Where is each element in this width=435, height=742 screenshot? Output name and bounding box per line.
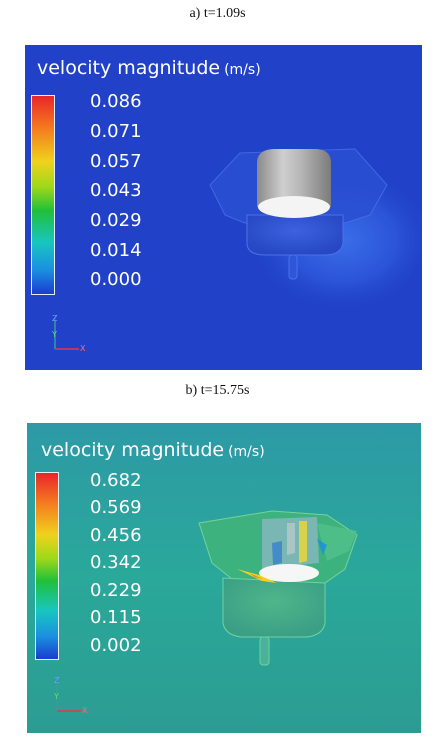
colorbar-title: velocity magnitude (m/s) [37, 57, 261, 79]
caption-b: b) t=15.75s [185, 383, 250, 398]
colorbar-title-text: velocity magnitude [41, 439, 225, 461]
colorbar-tick: 0.456 [90, 525, 142, 546]
colorbar-tick: 0.000 [90, 269, 142, 290]
colorbar-title-text: velocity magnitude [37, 57, 221, 79]
colorbar-unit: (m/s) [224, 62, 261, 78]
simulation-panel-a: velocity magnitude (m/s) 0.086 0.071 0.05… [25, 45, 422, 370]
axis-label-z: Z [54, 676, 60, 685]
colorbar-tick: 0.071 [90, 121, 142, 142]
colorbar-tick: 0.682 [90, 470, 142, 491]
velocity-field-render-a [25, 45, 422, 370]
axis-label-y: Y [53, 692, 59, 701]
velocity-field-render-b [27, 423, 421, 733]
axis-label-x: X [80, 344, 86, 353]
colorbar-tick: 0.115 [90, 607, 142, 628]
colorbar-title: velocity magnitude (m/s) [41, 439, 265, 461]
colorbar-tick: 0.086 [90, 91, 142, 112]
axis-label-z: Z [52, 314, 58, 323]
colorbar-tick: 0.342 [90, 552, 142, 573]
colorbar-tick: 0.002 [90, 635, 142, 656]
colorbar-tick: 0.014 [90, 240, 142, 261]
simulation-panel-b: velocity magnitude (m/s) 0.682 0.569 0.45… [27, 423, 421, 733]
colorbar-tick: 0.029 [90, 210, 142, 231]
colorbar [35, 472, 59, 660]
colorbar [31, 95, 55, 295]
axis-label-y: Y [51, 330, 57, 339]
axis-triad-icon: Z Y X [51, 314, 86, 353]
axis-label-x: X [82, 706, 88, 715]
colorbar-tick: 0.043 [90, 180, 142, 201]
caption-a: a) t=1.09s [189, 6, 246, 21]
axis-triad-icon: Z Y X [53, 676, 88, 715]
colorbar-tick: 0.057 [90, 151, 142, 172]
colorbar-unit: (m/s) [228, 444, 265, 460]
colorbar-tick: 0.569 [90, 497, 142, 518]
colorbar-tick: 0.229 [90, 580, 142, 601]
